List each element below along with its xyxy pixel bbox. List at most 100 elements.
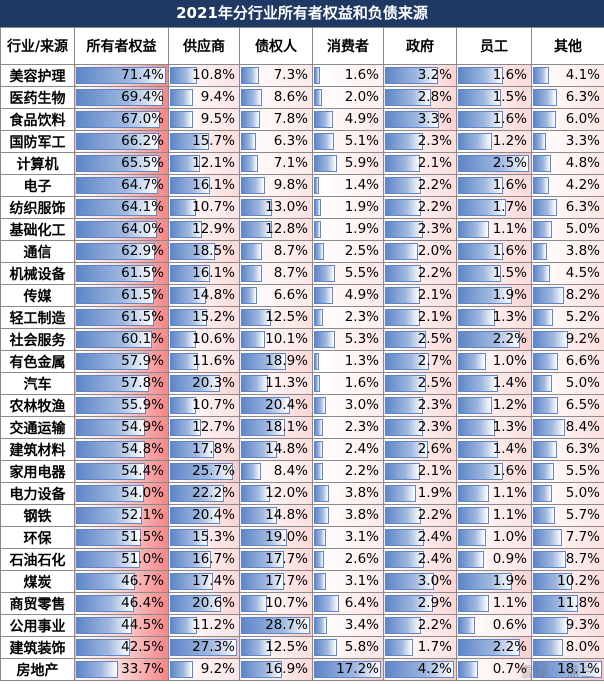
- value-cell: 1.6%: [456, 174, 532, 197]
- data-label: 2.1%: [417, 463, 452, 479]
- data-bar: [385, 441, 428, 458]
- data-bar: [458, 485, 489, 502]
- value-cell: 1.5%: [456, 86, 532, 109]
- data-label: 3.8%: [344, 485, 379, 501]
- value-cell: 3.0%: [383, 570, 457, 593]
- value-cell: 61.5%: [74, 306, 169, 329]
- table-row: 有色金属 57.9% 11.6% 18.9% 1.3% 2.7% 1.0% 6.6%: [0, 350, 604, 373]
- data-bar: [533, 595, 578, 612]
- value-cell: 2.5%: [312, 240, 384, 263]
- value-cell: 71.4%: [74, 64, 169, 87]
- value-cell: 0.6%: [456, 614, 532, 637]
- data-bar: [385, 397, 423, 414]
- value-cell: 11.3%: [239, 372, 313, 395]
- data-label: 19.0%: [265, 529, 308, 545]
- table-row: 通信 62.9% 18.5% 8.7% 2.5% 2.0% 1.6% 3.8%: [0, 240, 604, 263]
- value-cell: 14.8%: [239, 438, 313, 461]
- data-bar: [170, 353, 198, 370]
- data-label: 13.0%: [265, 199, 308, 215]
- industry-label: 纺织服饰: [0, 196, 75, 219]
- data-label: 2.3%: [344, 419, 379, 435]
- data-bar: [241, 133, 256, 150]
- data-label: 2.1%: [417, 155, 452, 171]
- value-cell: 14.8%: [168, 284, 240, 307]
- value-cell: 46.7%: [74, 570, 169, 593]
- data-bar: [385, 133, 423, 150]
- data-bar: [533, 375, 552, 392]
- value-cell: 1.6%: [456, 460, 532, 483]
- data-bar: [458, 397, 492, 414]
- value-cell: 7.1%: [239, 152, 313, 175]
- data-bar: [314, 441, 323, 458]
- data-bar: [170, 551, 211, 568]
- data-bar: [533, 661, 602, 678]
- data-label: 1.4%: [492, 441, 527, 457]
- table-row: 美容护理 71.4% 10.8% 7.3% 1.6% 3.2% 1.6% 4.1%: [0, 64, 604, 87]
- data-bar: [533, 331, 568, 348]
- value-cell: 22.2%: [168, 482, 240, 505]
- data-bar: [76, 463, 145, 480]
- value-cell: 12.5%: [239, 636, 313, 659]
- data-label: 61.5%: [121, 265, 164, 281]
- table-row: 医药生物 69.4% 9.4% 8.6% 2.0% 2.8% 1.5% 6.3%: [0, 86, 604, 109]
- value-cell: 62.9%: [74, 240, 169, 263]
- data-label: 1.2%: [492, 133, 527, 149]
- data-bar: [241, 309, 271, 326]
- data-bar: [314, 243, 324, 260]
- value-cell: 10.7%: [239, 592, 313, 615]
- data-label: 1.1%: [492, 595, 527, 611]
- data-label: 55.9%: [121, 397, 164, 413]
- data-bar: [241, 397, 290, 414]
- data-label: 3.4%: [344, 617, 379, 633]
- data-label: 17.8%: [192, 441, 235, 457]
- data-label: 4.9%: [344, 287, 379, 303]
- data-label: 2.6%: [417, 441, 452, 457]
- data-label: 3.8%: [344, 507, 379, 523]
- industry-label: 商贸零售: [0, 592, 75, 615]
- data-bar: [533, 221, 552, 238]
- data-label: 1.3%: [344, 353, 379, 369]
- data-label: 5.3%: [344, 331, 379, 347]
- data-bar: [170, 661, 193, 678]
- industry-label: 食品饮料: [0, 108, 75, 131]
- value-cell: 8.4%: [239, 460, 313, 483]
- data-label: 17.7%: [265, 551, 308, 567]
- industry-label: 传媒: [0, 284, 75, 307]
- data-bar: [458, 221, 489, 238]
- value-cell: 2.4%: [312, 438, 384, 461]
- value-cell: 1.1%: [456, 592, 532, 615]
- value-cell: 17.7%: [239, 570, 313, 593]
- value-cell: 12.9%: [168, 218, 240, 241]
- data-label: 14.8%: [265, 507, 308, 523]
- value-cell: 15.3%: [168, 526, 240, 549]
- data-label: 46.7%: [121, 573, 164, 589]
- data-bar: [533, 419, 565, 436]
- value-cell: 2.5%: [383, 328, 457, 351]
- data-label: 10.1%: [265, 331, 308, 347]
- data-bar: [76, 67, 166, 84]
- data-bar: [385, 639, 413, 656]
- data-bar: [76, 485, 144, 502]
- value-cell: 1.0%: [456, 350, 532, 373]
- industry-label: 美容护理: [0, 64, 75, 87]
- data-bar: [170, 375, 220, 392]
- data-bar: [385, 243, 418, 260]
- data-label: 17.4%: [192, 573, 235, 589]
- data-bar: [385, 573, 434, 590]
- value-cell: 18.9%: [239, 350, 313, 373]
- data-bar: [170, 507, 220, 524]
- value-cell: 4.1%: [531, 64, 604, 87]
- value-cell: 2.2%: [383, 174, 457, 197]
- data-bar: [76, 199, 157, 216]
- data-bar: [170, 155, 200, 172]
- data-label: 1.9%: [417, 485, 452, 501]
- data-label: 17.7%: [265, 573, 308, 589]
- value-cell: 44.5%: [74, 614, 169, 637]
- data-bar: [76, 221, 157, 238]
- data-bar: [385, 221, 423, 238]
- table-row: 房地产 33.7% 9.2% 16.9% 17.2% 4.2% 0.7% 18.1%: [0, 658, 604, 681]
- data-label: 3.3%: [417, 111, 452, 127]
- table-row: 钢铁 52.1% 20.4% 14.8% 3.8% 2.2% 1.1% 5.7%: [0, 504, 604, 527]
- value-cell: 64.1%: [74, 196, 169, 219]
